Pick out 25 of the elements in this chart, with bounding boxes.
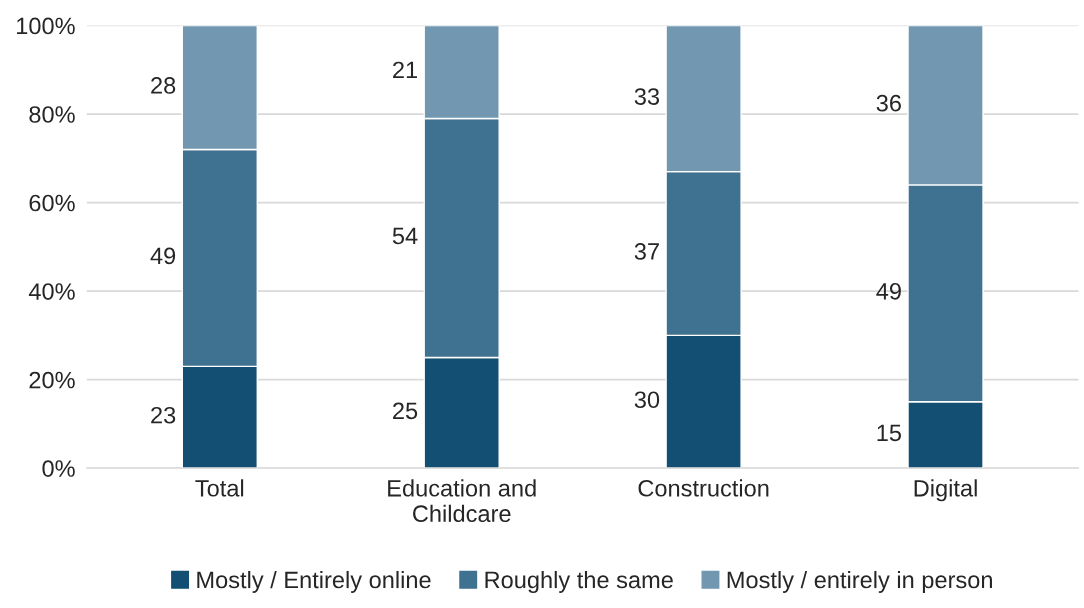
x-tick-label: Education and Childcare <box>388 479 536 523</box>
y-tick-label: 40% <box>28 283 75 300</box>
y-tick-label: 100% <box>17 17 75 35</box>
data-label: 21 <box>393 61 417 79</box>
y-tick-label: 80% <box>29 106 75 123</box>
x-tick-label: Construction <box>638 479 769 497</box>
x-tick-label: Digital <box>914 479 977 502</box>
data-label: 49 <box>876 282 901 300</box>
data-label: 25 <box>393 402 418 420</box>
legend-label: Mostly / entirely in person <box>727 570 992 593</box>
y-tick-label: 0% <box>42 460 75 477</box>
legend-label: Roughly the same <box>485 570 673 593</box>
data-label: 36 <box>876 94 901 112</box>
data-label: 37 <box>634 243 659 260</box>
data-label: 15 <box>877 424 901 442</box>
y-tick-label: 20% <box>29 371 75 389</box>
data-label: 33 <box>634 88 660 105</box>
y-tick-label: 60% <box>29 194 75 212</box>
data-label: 49 <box>150 247 176 265</box>
data-label: 28 <box>151 77 176 94</box>
legend-label: Mostly / Entirely online <box>197 570 431 593</box>
data-label: 30 <box>634 391 660 409</box>
x-tick-label: Total <box>195 479 244 497</box>
data-label: 54 <box>392 227 418 245</box>
data-label: 23 <box>151 406 176 424</box>
